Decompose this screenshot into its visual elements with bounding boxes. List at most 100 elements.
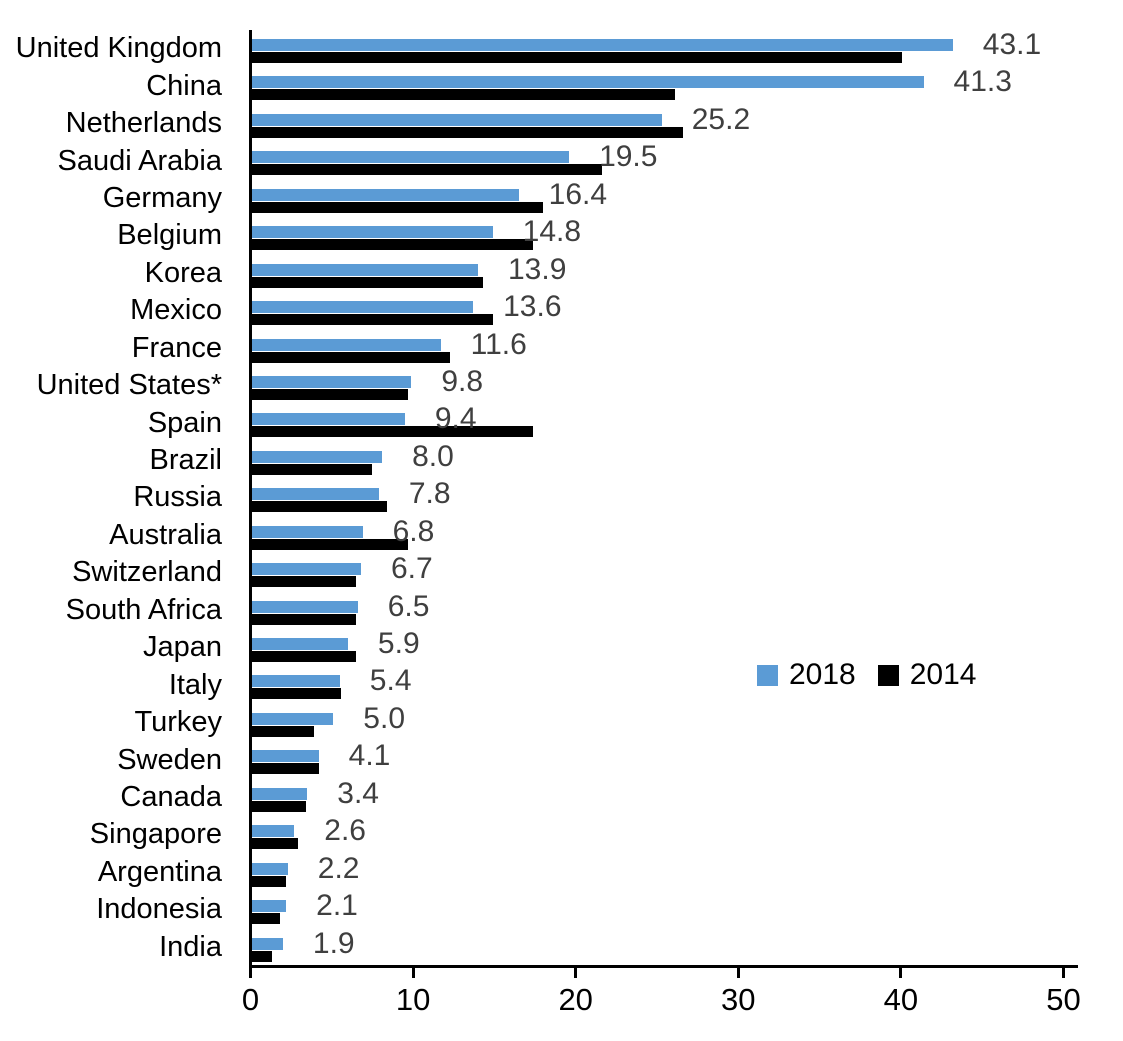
x-axis-tick-label: 50 [1046, 982, 1081, 1017]
bar-row: 5.0 [252, 702, 1065, 741]
value-label: 2.6 [324, 814, 366, 848]
bar-2014 [252, 950, 272, 962]
value-label: 5.9 [377, 627, 420, 661]
value-label: 6.5 [387, 589, 430, 623]
value-label: 16.4 [548, 177, 608, 211]
bar-2014 [252, 164, 602, 176]
bar-row: 9.4 [252, 402, 1065, 441]
bar-2014 [252, 501, 387, 513]
value-label: 2.1 [316, 889, 358, 923]
bar-row: 3.4 [252, 776, 1065, 816]
bar-2018 [252, 450, 383, 463]
value-label: 6.8 [392, 514, 435, 548]
legend-label-2014: 2014 [909, 658, 977, 691]
bar-2018 [252, 39, 953, 51]
bar-row: 2.6 [252, 814, 1065, 853]
value-label: 2.2 [317, 851, 360, 885]
bar-2018 [252, 263, 478, 276]
bar-2018 [252, 900, 287, 913]
bar-2018 [252, 488, 379, 501]
bar-2018 [252, 862, 288, 875]
y-axis-line [249, 30, 252, 978]
bar-2014 [252, 838, 298, 850]
bar-2014 [252, 201, 544, 213]
bar-row: 5.9 [252, 627, 1065, 666]
bar-2014 [252, 725, 314, 737]
bar-row: 41.3 [252, 65, 1065, 104]
bar-row: 6.8 [252, 514, 1065, 554]
x-axis-tick-mark [899, 968, 903, 978]
x-axis-tick-label: 10 [395, 982, 431, 1017]
bar-row: 4.1 [252, 739, 1065, 778]
bar-2018 [252, 937, 283, 950]
value-label: 19.5 [599, 140, 658, 174]
bar-row: 6.5 [252, 589, 1065, 629]
category-label: Germany [102, 181, 222, 214]
category-label: Netherlands [65, 107, 222, 140]
category-label: Russia [133, 481, 222, 514]
x-axis-tick-label: 40 [883, 982, 919, 1017]
bar-2014 [252, 763, 319, 775]
x-axis-tick-label: 30 [721, 982, 756, 1017]
category-label: India [159, 930, 222, 963]
bar-2018 [252, 600, 358, 613]
bar-row: 5.4 [252, 664, 1065, 703]
plot-area: 43.1 41.3 25.2 19.5 16.4 14.8 13.9 13.6 11.6 9.8 9… [252, 28, 1065, 966]
bar-row: 13.6 [252, 290, 1065, 329]
value-label: 6.7 [390, 552, 433, 586]
value-label: 5.4 [369, 664, 412, 698]
bar-row: 14.8 [252, 215, 1065, 254]
value-label: 4.1 [348, 739, 391, 773]
bar-2014 [252, 388, 409, 400]
legend-item-2018: 2018 [757, 658, 856, 692]
bar-row: 11.6 [252, 328, 1065, 367]
bar-2018 [252, 825, 295, 838]
bar-2018 [252, 375, 412, 388]
value-label: 3.4 [337, 776, 379, 810]
bar-row: 1.9 [252, 927, 1065, 966]
bar-2018 [252, 76, 924, 89]
bar-2014 [252, 913, 280, 925]
category-label: Saudi Arabia [57, 144, 222, 177]
bar-2014 [252, 314, 493, 326]
bar-2014 [252, 613, 357, 625]
category-label: Canada [120, 781, 222, 814]
bar-2018 [252, 563, 361, 576]
legend: 2018 2014 [757, 657, 977, 693]
x-axis-tick-mark [411, 968, 415, 978]
bar-2014 [252, 276, 483, 288]
x-axis-tick-mark [574, 968, 578, 978]
bar-2018 [252, 226, 493, 239]
bar-2018 [252, 188, 519, 201]
value-label: 25.2 [691, 102, 751, 136]
bar-2014 [252, 463, 373, 475]
category-label: Brazil [149, 444, 222, 477]
category-label: China [146, 69, 222, 102]
category-label: Belgium [117, 219, 222, 252]
bar-row: 43.1 [252, 28, 1065, 67]
value-label: 13.9 [508, 252, 567, 286]
bar-2014 [252, 576, 357, 588]
value-label: 9.4 [434, 402, 477, 436]
category-label: Singapore [89, 818, 222, 851]
value-label: 13.6 [503, 290, 562, 324]
bar-2018 [252, 750, 319, 763]
category-label: Korea [144, 256, 222, 289]
bar-2018 [252, 525, 363, 538]
bar-2014 [252, 651, 357, 663]
bar-2014 [252, 688, 342, 700]
bar-2014 [252, 239, 534, 251]
bar-2014 [252, 875, 287, 887]
bar-2018 [252, 151, 570, 164]
bar-2014 [252, 52, 903, 63]
value-label: 14.8 [522, 215, 582, 249]
bar-2018 [252, 301, 474, 314]
value-label: 7.8 [408, 477, 451, 511]
category-label: Argentina [97, 855, 222, 888]
category-label: Italy [168, 668, 222, 701]
x-axis-tick-label: 20 [558, 982, 593, 1017]
category-label: United Kingdom [15, 32, 222, 65]
x-axis-tick-mark [1062, 968, 1065, 978]
category-label: Switzerland [72, 556, 222, 589]
